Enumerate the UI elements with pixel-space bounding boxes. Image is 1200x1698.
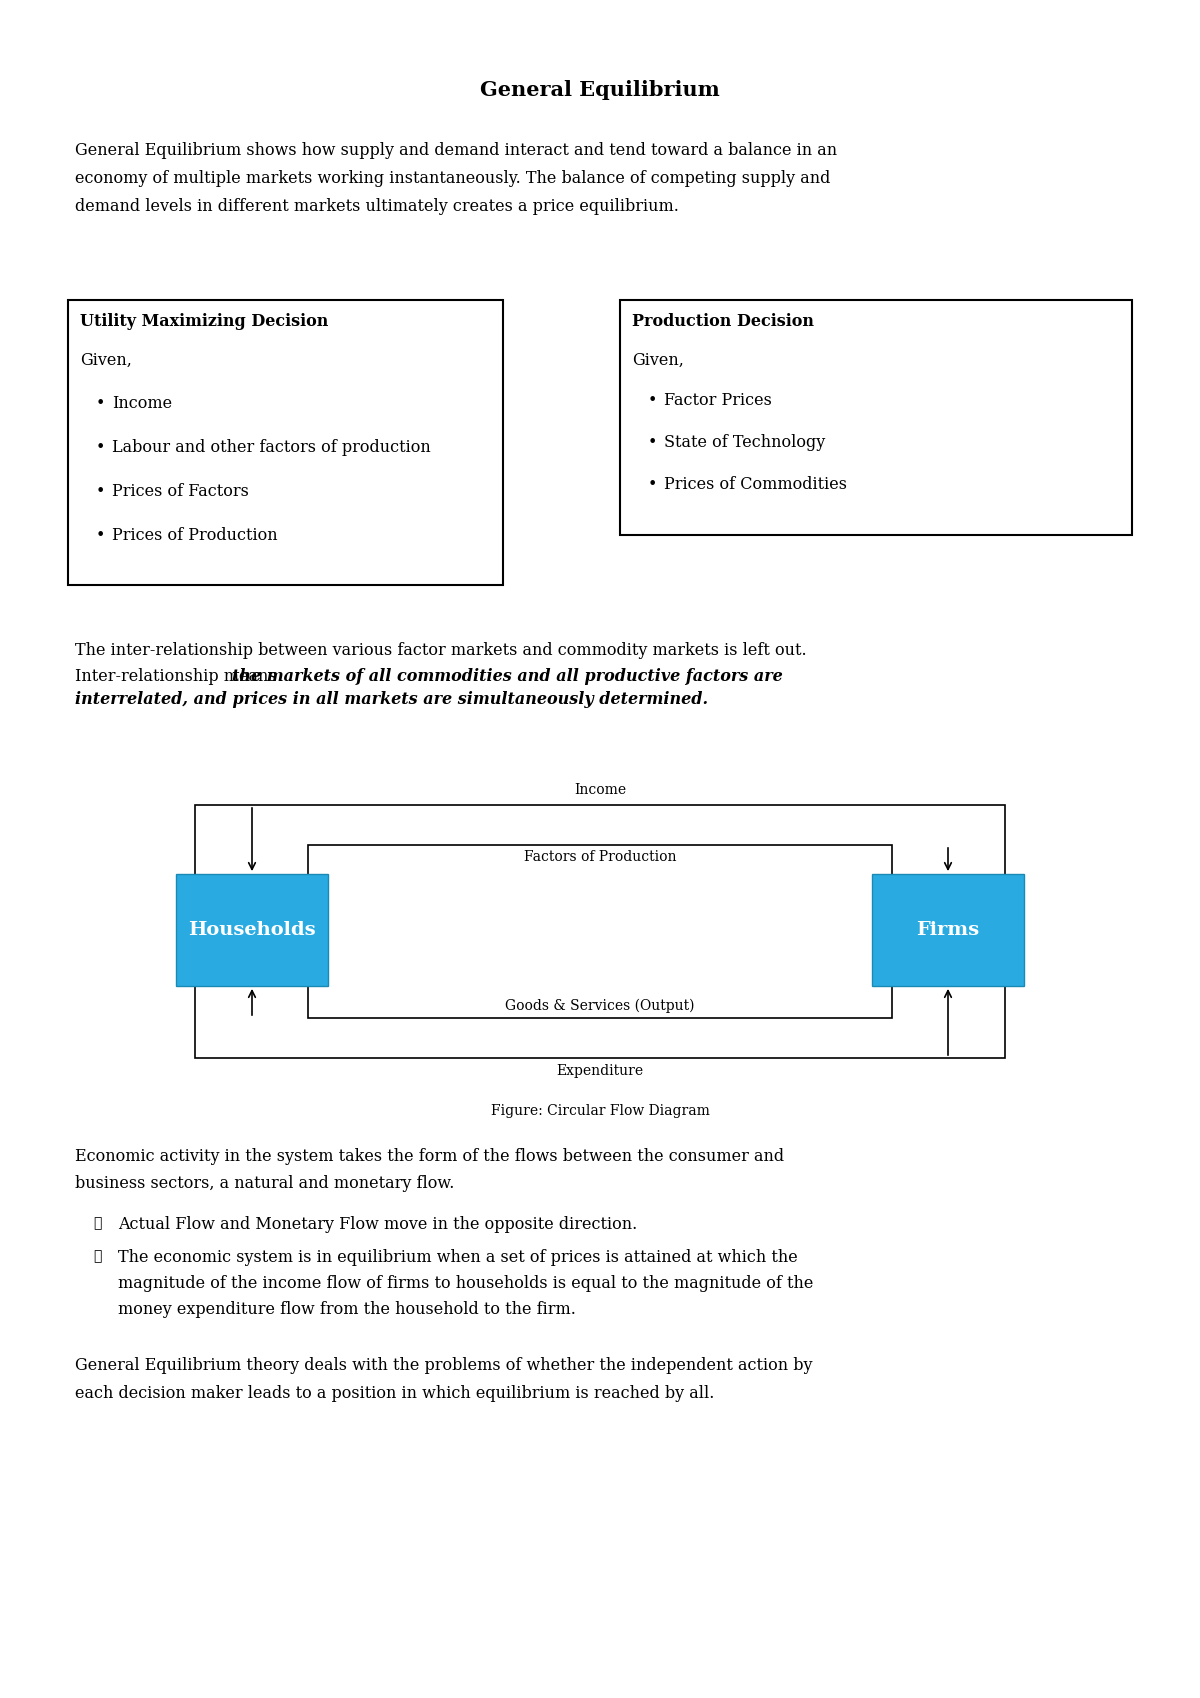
Text: •: • (648, 475, 658, 492)
Text: Economic activity in the system takes the form of the flows between the consumer: Economic activity in the system takes th… (74, 1148, 784, 1165)
Text: Prices of Commodities: Prices of Commodities (664, 475, 847, 492)
Text: Figure: Circular Flow Diagram: Figure: Circular Flow Diagram (491, 1104, 709, 1117)
Text: each decision maker leads to a position in which equilibrium is reached by all.: each decision maker leads to a position … (74, 1386, 714, 1403)
Text: Income: Income (574, 783, 626, 796)
Text: business sectors, a natural and monetary flow.: business sectors, a natural and monetary… (74, 1175, 455, 1192)
FancyBboxPatch shape (620, 301, 1132, 535)
Text: The inter-relationship between various factor markets and commodity markets is l: The inter-relationship between various f… (74, 642, 806, 659)
FancyBboxPatch shape (872, 874, 1024, 987)
Text: Inter-relationship means: Inter-relationship means (74, 667, 282, 684)
Text: Expenditure: Expenditure (557, 1065, 643, 1078)
Text: Labour and other factors of production: Labour and other factors of production (112, 440, 431, 457)
Text: Production Decision: Production Decision (632, 312, 814, 329)
Text: Actual Flow and Monetary Flow move in the opposite direction.: Actual Flow and Monetary Flow move in th… (118, 1216, 637, 1233)
Text: Goods & Services (Output): Goods & Services (Output) (505, 998, 695, 1014)
FancyBboxPatch shape (176, 874, 328, 987)
Text: Prices of Production: Prices of Production (112, 526, 277, 543)
Text: Utility Maximizing Decision: Utility Maximizing Decision (80, 312, 329, 329)
Text: the markets of all commodities and all productive factors are: the markets of all commodities and all p… (233, 667, 784, 684)
Text: Factor Prices: Factor Prices (664, 392, 772, 409)
Text: General Equilibrium theory deals with the problems of whether the independent ac: General Equilibrium theory deals with th… (74, 1357, 812, 1374)
Text: General Equilibrium shows how supply and demand interact and tend toward a balan: General Equilibrium shows how supply and… (74, 143, 838, 160)
Text: •: • (96, 482, 106, 499)
Text: •: • (96, 440, 106, 457)
Text: •: • (648, 392, 658, 409)
Text: Households: Households (188, 920, 316, 939)
Text: Given,: Given, (632, 351, 684, 368)
Text: Given,: Given, (80, 351, 132, 368)
Text: Factors of Production: Factors of Production (523, 851, 677, 864)
Text: The economic system is in equilibrium when a set of prices is attained at which : The economic system is in equilibrium wh… (118, 1250, 798, 1267)
Text: demand levels in different markets ultimately creates a price equilibrium.: demand levels in different markets ultim… (74, 199, 679, 216)
Text: •: • (96, 396, 106, 413)
FancyBboxPatch shape (68, 301, 503, 586)
Text: Income: Income (112, 396, 172, 413)
Text: magnitude of the income flow of firms to households is equal to the magnitude of: magnitude of the income flow of firms to… (118, 1275, 814, 1292)
Text: •: • (96, 526, 106, 543)
Text: economy of multiple markets working instantaneously. The balance of competing su: economy of multiple markets working inst… (74, 170, 830, 187)
Text: General Equilibrium: General Equilibrium (480, 80, 720, 100)
Text: •: • (648, 435, 658, 452)
Text: interrelated, and prices in all markets are simultaneously determined.: interrelated, and prices in all markets … (74, 691, 708, 708)
Text: Prices of Factors: Prices of Factors (112, 482, 248, 499)
Text: State of Technology: State of Technology (664, 435, 826, 452)
Text: ➤: ➤ (94, 1250, 101, 1263)
Text: ➤: ➤ (94, 1216, 101, 1229)
Text: Firms: Firms (917, 920, 979, 939)
Text: money expenditure flow from the household to the firm.: money expenditure flow from the househol… (118, 1301, 576, 1318)
